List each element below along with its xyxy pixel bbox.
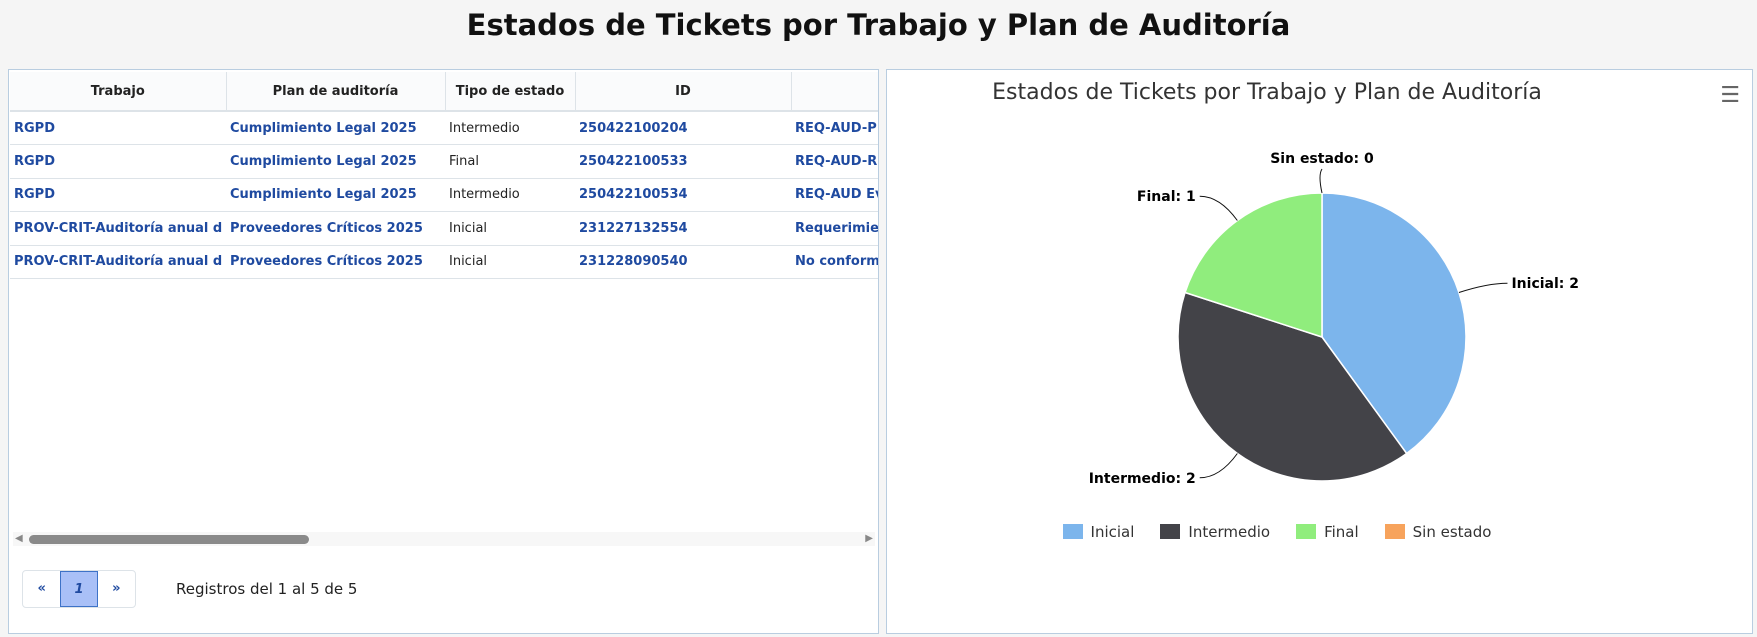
table-row[interactable]: PROV-CRIT-Auditoría anual d Proveedores C…	[10, 211, 878, 246]
table-cell: Intermedio	[445, 111, 575, 145]
legend-swatch	[1296, 524, 1317, 539]
table-cell[interactable]: RGPD	[10, 144, 226, 179]
data-label-connector	[1199, 195, 1238, 221]
table-row[interactable]: RGPD Cumplimiento Legal 2025 Intermedio 250…	[10, 178, 878, 212]
legend-item[interactable]: Sin estado	[1384, 523, 1492, 541]
pie-chart: Inicial: 2 Intermedio: 2 Final: 1 Sin estad…	[1089, 151, 1579, 487]
table-panel: Trabajo Plan de auditoría Tipo de estado ID…	[8, 69, 879, 634]
scroll-right-icon[interactable]: ▶	[865, 533, 873, 544]
table-cell[interactable]: Proveedores Críticos 2025	[226, 245, 445, 279]
table-cell[interactable]: PROV-CRIT-Auditoría anual d	[10, 211, 226, 246]
hamburger-menu-icon[interactable]: ☰	[1720, 83, 1740, 108]
table-cell[interactable]: Requerimie	[791, 211, 878, 246]
pie-slice-intermedio[interactable]	[1177, 291, 1408, 482]
table-cell[interactable]: Proveedores Críticos 2025	[226, 211, 445, 246]
table-cell[interactable]: RGPD	[10, 111, 226, 145]
table-cell: Inicial	[445, 211, 575, 246]
table-cell[interactable]: 231228090540	[575, 245, 791, 279]
table-cell[interactable]: REQ-AUD-P	[791, 111, 878, 145]
table-row[interactable]: RGPD Cumplimiento Legal 2025 Final 25042210…	[10, 144, 878, 179]
legend-swatch	[1384, 524, 1405, 539]
legend-label: Final	[1324, 523, 1359, 541]
column-header[interactable]: Plan de auditoría	[226, 72, 446, 112]
table-cell[interactable]: 250422100533	[575, 144, 791, 179]
pagination: « 1 »	[22, 570, 136, 608]
data-label-connector	[1319, 168, 1323, 194]
data-label: Inicial: 2	[1511, 276, 1579, 292]
legend-item[interactable]: Intermedio	[1160, 523, 1270, 541]
data-label: Intermedio: 2	[1089, 471, 1196, 487]
table-cell[interactable]: Cumplimiento Legal 2025	[226, 111, 445, 145]
table-cell: Inicial	[445, 245, 575, 279]
column-header[interactable]: ID	[575, 72, 792, 112]
table-cell[interactable]: PROV-CRIT-Auditoría anual d	[10, 245, 226, 279]
table-cell[interactable]: No conform	[791, 245, 878, 279]
scrollbar-thumb[interactable]	[29, 535, 309, 544]
data-label-connector	[1199, 453, 1238, 479]
records-summary: Registros del 1 al 5 de 5	[176, 580, 358, 598]
column-header[interactable]: A	[791, 72, 878, 112]
data-label-connector	[1458, 282, 1508, 293]
table-cell: Final	[445, 144, 575, 179]
pie-slice-inicial[interactable]	[1321, 192, 1467, 455]
table-cell[interactable]: Cumplimiento Legal 2025	[226, 144, 445, 179]
tickets-table: Trabajo Plan de auditoría Tipo de estado ID…	[10, 72, 878, 279]
page-title: Estados de Tickets por Trabajo y Plan de…	[466, 8, 1291, 42]
table-cell[interactable]: 250422100204	[575, 111, 791, 145]
table-cell[interactable]: 250422100534	[575, 178, 791, 212]
data-label: Final: 1	[1137, 189, 1196, 205]
page-1-button[interactable]: 1	[60, 571, 98, 607]
legend-label: Sin estado	[1412, 523, 1492, 541]
table-row[interactable]: RGPD Cumplimiento Legal 2025 Intermedio 250…	[10, 111, 878, 145]
chart-legend: Inicial Intermedio Final Sin estado	[887, 523, 1667, 541]
column-header[interactable]: Trabajo	[10, 72, 227, 112]
table-row[interactable]: PROV-CRIT-Auditoría anual d Proveedores C…	[10, 245, 878, 279]
legend-swatch	[1160, 524, 1181, 539]
table-cell[interactable]: REQ-AUD-R	[791, 144, 878, 179]
table-cell: Intermedio	[445, 178, 575, 212]
horizontal-scrollbar[interactable]: ◀ ▶	[13, 532, 875, 546]
chart-title: Estados de Tickets por Trabajo y Plan de…	[992, 80, 1542, 105]
table-cell[interactable]: 231227132554	[575, 211, 791, 246]
prev-page-button[interactable]: «	[37, 581, 46, 596]
next-page-button[interactable]: »	[112, 581, 121, 596]
legend-label: Inicial	[1090, 523, 1135, 541]
legend-swatch	[1062, 524, 1083, 539]
column-header[interactable]: Tipo de estado	[445, 72, 576, 112]
legend-item[interactable]: Final	[1296, 523, 1359, 541]
table-cell[interactable]: REQ-AUD Ev	[791, 178, 878, 212]
legend-item[interactable]: Inicial	[1062, 523, 1135, 541]
table-cell[interactable]: Cumplimiento Legal 2025	[226, 178, 445, 212]
pie-slice-final[interactable]	[1184, 192, 1323, 339]
data-label: Sin estado: 0	[1270, 151, 1374, 167]
table-cell[interactable]: RGPD	[10, 178, 226, 212]
legend-label: Intermedio	[1188, 523, 1271, 541]
chart-panel: Estados de Tickets por Trabajo y Plan de…	[886, 69, 1753, 634]
scroll-left-icon[interactable]: ◀	[15, 533, 23, 544]
